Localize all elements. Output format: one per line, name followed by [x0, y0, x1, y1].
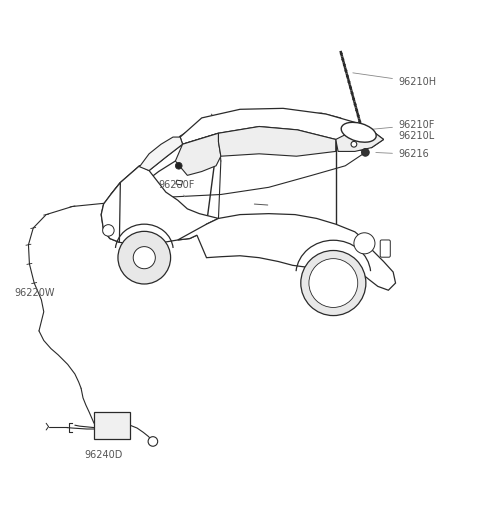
Text: 96210F: 96210F: [368, 120, 434, 130]
Circle shape: [301, 251, 366, 315]
Circle shape: [361, 149, 369, 156]
Circle shape: [354, 233, 375, 254]
Polygon shape: [218, 127, 336, 156]
Ellipse shape: [341, 122, 376, 142]
Circle shape: [320, 270, 347, 296]
Polygon shape: [178, 213, 396, 290]
Circle shape: [118, 231, 170, 284]
Polygon shape: [140, 137, 182, 170]
FancyBboxPatch shape: [380, 240, 390, 257]
Text: 96216: 96216: [376, 149, 429, 160]
Circle shape: [175, 163, 182, 169]
Circle shape: [103, 225, 114, 236]
Polygon shape: [175, 133, 221, 175]
FancyBboxPatch shape: [94, 412, 130, 439]
Text: 96280F: 96280F: [158, 180, 195, 197]
Circle shape: [309, 259, 358, 308]
Polygon shape: [101, 166, 218, 243]
Text: 96220W: 96220W: [14, 288, 55, 298]
Text: 96240D: 96240D: [84, 450, 123, 460]
Polygon shape: [176, 180, 182, 185]
Polygon shape: [111, 133, 218, 203]
Circle shape: [133, 247, 156, 269]
Text: 96210L: 96210L: [398, 131, 434, 141]
Polygon shape: [180, 108, 384, 147]
Text: 96210H: 96210H: [353, 73, 436, 87]
Polygon shape: [336, 125, 384, 152]
Circle shape: [351, 141, 357, 147]
Polygon shape: [101, 183, 120, 242]
Circle shape: [148, 437, 157, 446]
